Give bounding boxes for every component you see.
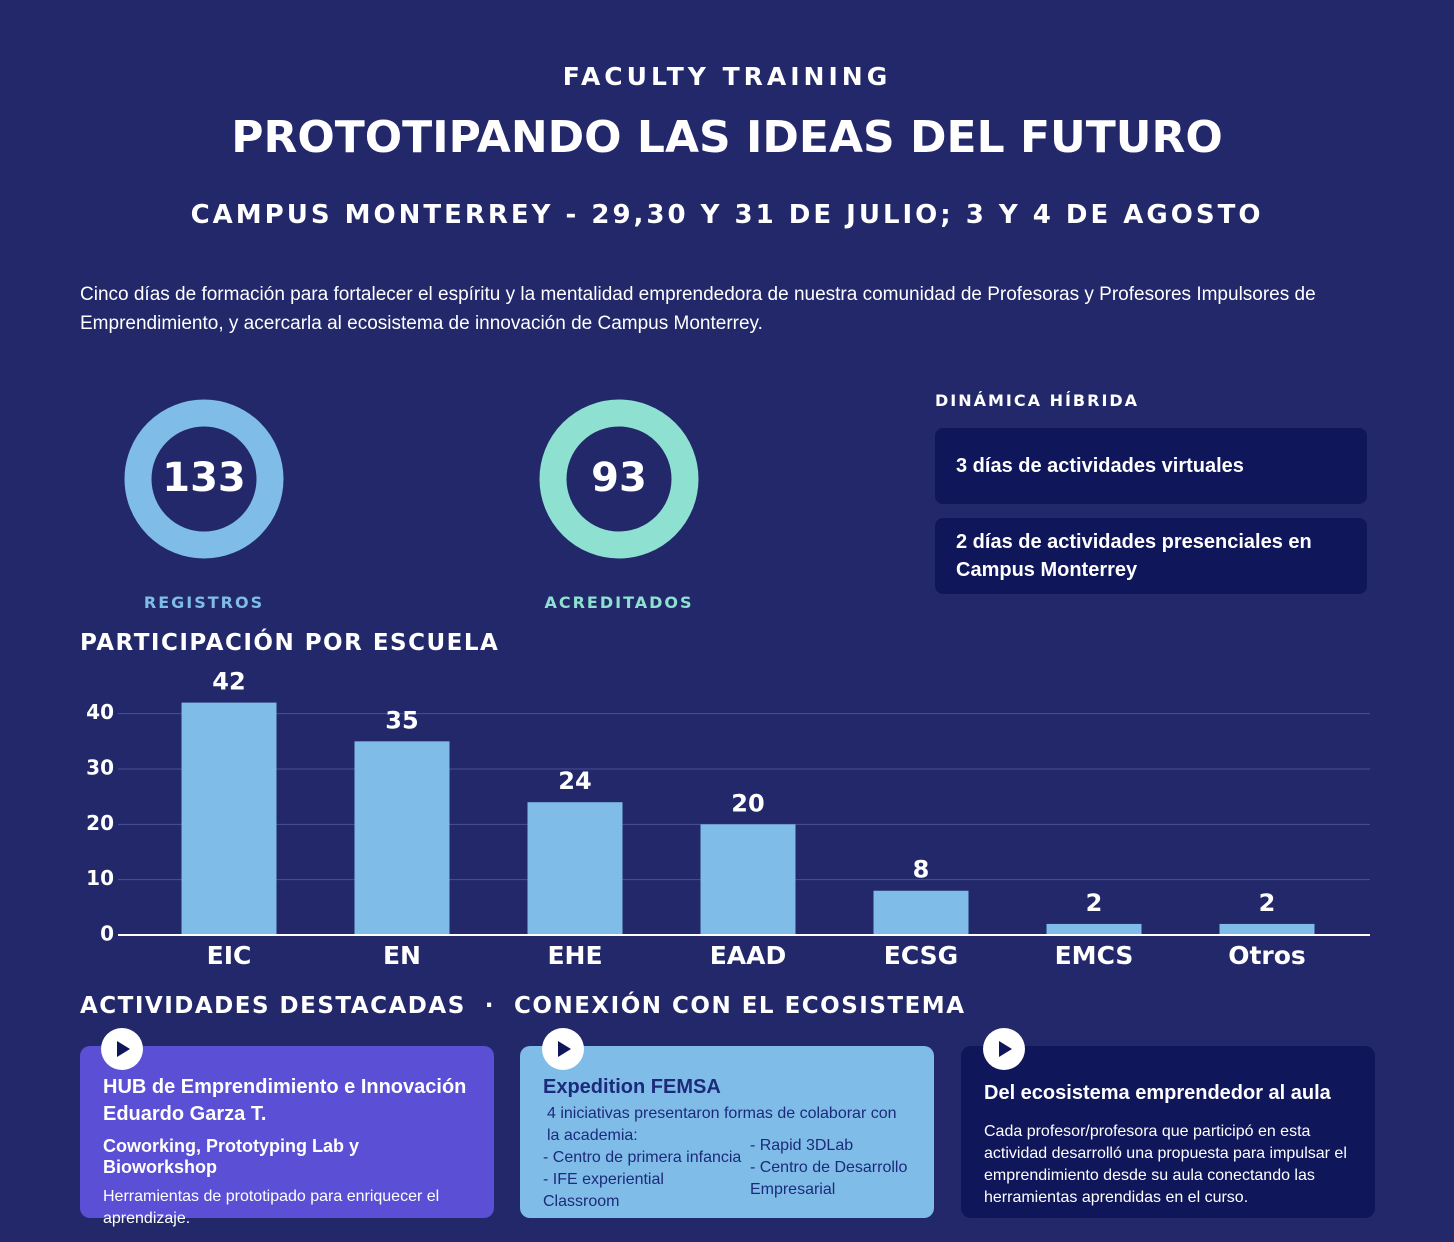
- card-title: HUB de Emprendimiento e Innovación Eduar…: [103, 1076, 467, 1125]
- y-tick-label: 20: [86, 811, 114, 835]
- stat-value: 93: [591, 455, 647, 501]
- bar: [181, 702, 277, 935]
- chart: 0 10 20 30 40 42 EIC 35 EN 24 EHE 20 EAAD 8 ECSG 2 EMCS 2…: [86, 668, 1370, 970]
- card-title: Del ecosistema emprendedor al aula: [984, 1082, 1331, 1104]
- dynamics-item: 3 días de actividades virtuales: [935, 428, 1367, 504]
- bar: [1046, 923, 1142, 935]
- card-text: 4 iniciativas presentaron formas de cola…: [547, 1105, 897, 1144]
- activity-card: Del ecosistema emprendedor al aula Cada …: [961, 1046, 1375, 1218]
- x-tick-label: EN: [383, 941, 421, 970]
- y-tick-label: 0: [100, 922, 114, 946]
- ring: [539, 399, 699, 559]
- y-tick-label: 40: [86, 700, 114, 724]
- ring: [124, 399, 284, 559]
- card-list-item: - Rapid 3DLab: [749, 1137, 854, 1154]
- x-tick-label: EAAD: [710, 941, 787, 970]
- bar: [354, 741, 450, 935]
- dynamics-title: DINÁMICA HÍBRIDA: [935, 391, 1140, 410]
- x-tick-label: Otros: [1228, 941, 1306, 970]
- x-tick-label: EMCS: [1055, 941, 1134, 970]
- stat-value: 133: [162, 455, 246, 501]
- chart-title: PARTICIPACIÓN POR ESCUELA: [80, 630, 500, 656]
- card-list-item: - IFE experiential Classroom: [543, 1171, 664, 1210]
- kicker: FACULTY TRAINING: [562, 62, 892, 91]
- title: PROTOTIPANDO LAS IDEAS DEL FUTURO: [231, 112, 1223, 163]
- bar: [1219, 923, 1315, 935]
- value-label: 35: [385, 706, 418, 734]
- card-list-item: - Centro de Desarrollo Empresarial: [749, 1159, 908, 1198]
- card-lists: - Centro de primera infancia - IFE exper…: [543, 1137, 911, 1213]
- stat-label: REGISTROS: [143, 593, 265, 612]
- card-list: - Centro de primera infancia - IFE exper…: [543, 1147, 742, 1213]
- card-text: Herramientas de prototipado para enrique…: [103, 1188, 440, 1227]
- x-tick-label: EHE: [547, 941, 602, 970]
- x-tick-label: ECSG: [884, 941, 958, 970]
- stat-ring: 93: [539, 399, 699, 559]
- card-title: Expedition FEMSA: [543, 1076, 721, 1098]
- x-tick-label: EIC: [207, 941, 252, 970]
- dynamics-item: 2 días de actividades presenciales en Ca…: [935, 518, 1367, 594]
- activity-card: HUB de Emprendimiento e Innovación Eduar…: [80, 1046, 494, 1227]
- value-label: 20: [731, 789, 764, 817]
- value-label: 2: [1086, 889, 1103, 917]
- activity-card: Expedition FEMSA 4 iniciativas presentar…: [520, 1046, 934, 1218]
- bar: [873, 890, 969, 935]
- value-label: 8: [913, 856, 930, 884]
- play-icon[interactable]: [100, 1027, 144, 1071]
- stat-label: ACREDITADOS: [544, 593, 694, 612]
- value-label: 24: [558, 767, 591, 795]
- card-text: Cada profesor/profesora que participó en…: [984, 1123, 1347, 1206]
- subtitle: CAMPUS MONTERREY - 29,30 Y 31 DE JULIO; …: [190, 200, 1264, 230]
- play-icon[interactable]: [982, 1027, 1026, 1071]
- card-list-item: - Centro de primera infancia: [543, 1149, 742, 1166]
- card-list: - Rapid 3DLab - Centro de Desarrollo Emp…: [750, 1135, 911, 1213]
- intro: Cinco días de formación para fortalecer …: [80, 284, 1316, 334]
- bar: [527, 802, 623, 935]
- y-tick-label: 30: [86, 756, 114, 780]
- value-label: 2: [1259, 889, 1276, 917]
- stat-ring: 133: [124, 399, 284, 559]
- bar: [700, 824, 796, 935]
- card-subtitle: Coworking, Prototyping Lab y Bioworkshop: [103, 1136, 359, 1177]
- play-icon[interactable]: [541, 1027, 585, 1071]
- activities-title: ACTIVIDADES DESTACADAS · CONEXIÓN CON EL…: [80, 993, 966, 1019]
- y-tick-label: 10: [86, 866, 114, 890]
- value-label: 42: [212, 668, 245, 696]
